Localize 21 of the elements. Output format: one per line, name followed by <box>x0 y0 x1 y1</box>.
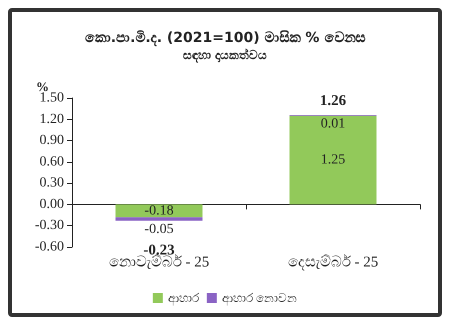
y-tick-label: 1.20 <box>40 112 64 127</box>
chart-title: කො.පා.මි.ද. (2021=100) මාසික % වෙනස <box>84 30 366 47</box>
x-tick-label: නොවැම්බර් - 25 <box>108 254 210 270</box>
y-tick-label: 1.50 <box>40 90 64 106</box>
y-tick-label: -0.30 <box>34 218 64 234</box>
total-label: 1.26 <box>320 93 347 110</box>
bar <box>116 217 202 221</box>
data-label: 0.01 <box>320 116 346 132</box>
legend-label: ආහාර <box>168 291 200 306</box>
x-tick-label: දෙසැම්බර් - 25 <box>288 254 378 270</box>
y-tick-label: 0.30 <box>40 176 64 191</box>
data-label: -0.05 <box>144 222 174 238</box>
bar <box>290 116 376 204</box>
legend-label: ආහාර නොවන <box>222 291 298 306</box>
y-tick-label: 0.60 <box>40 154 64 170</box>
y-tick-label: 0.90 <box>40 133 64 148</box>
data-label: 1.25 <box>320 152 346 168</box>
y-tick-label: 0.00 <box>40 196 64 212</box>
chart-subtitle: සඳහා දායකත්වය <box>182 48 268 63</box>
y-tick-label: -0.60 <box>34 240 64 254</box>
data-label: -0.18 <box>144 203 174 218</box>
